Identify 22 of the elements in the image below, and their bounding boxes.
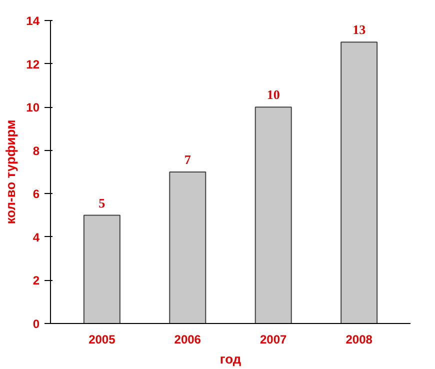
bar — [169, 172, 206, 324]
data-label: 13 — [352, 22, 366, 38]
y-tick-label: 12 — [26, 57, 40, 72]
x-axis-title: год — [220, 352, 242, 366]
y-tick-label: 2 — [32, 274, 40, 288]
y-tick-label: 10 — [26, 100, 40, 115]
bar — [83, 214, 120, 324]
y-tick-label: 6 — [32, 187, 40, 202]
x-tick-label: 2005 — [88, 332, 116, 346]
x-tick-label: 2008 — [346, 332, 373, 346]
x-tick-label: 2007 — [260, 332, 288, 346]
data-label: 7 — [184, 152, 192, 167]
bar — [340, 42, 378, 324]
bar — [254, 106, 292, 324]
y-tick-label: 4 — [32, 230, 40, 244]
data-label: 5 — [98, 195, 106, 210]
y-axis-title: кол-во турфирм — [3, 120, 18, 224]
y-tick-label: 0 — [32, 317, 40, 331]
y-tick-label: 8 — [32, 144, 40, 158]
data-label: 10 — [266, 87, 280, 102]
x-tick-label: 2006 — [174, 332, 202, 346]
y-tick-label: 14 — [26, 14, 40, 28]
